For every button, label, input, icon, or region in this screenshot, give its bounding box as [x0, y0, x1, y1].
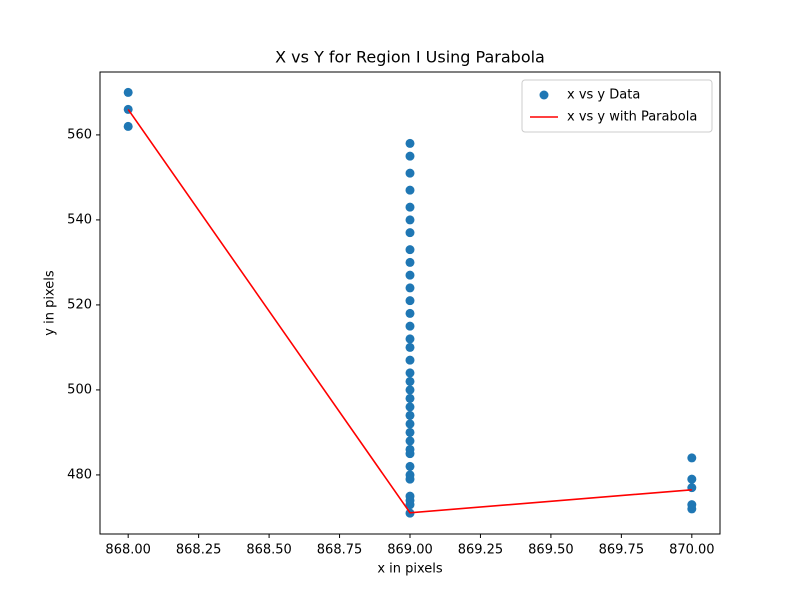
- data-point: [405, 436, 415, 446]
- x-tick-label: 868.00: [105, 543, 151, 558]
- data-point: [405, 368, 415, 378]
- data-point: [405, 215, 415, 225]
- data-point: [405, 168, 415, 178]
- data-point: [687, 474, 697, 484]
- legend-swatch: [539, 90, 549, 100]
- data-point: [405, 321, 415, 331]
- data-point: [405, 308, 415, 318]
- data-point: [405, 449, 415, 459]
- y-tick-label: 480: [67, 467, 92, 482]
- data-point: [687, 504, 697, 514]
- data-point: [405, 410, 415, 420]
- y-tick-label: 560: [67, 127, 92, 142]
- data-point: [405, 474, 415, 484]
- y-tick-label: 540: [67, 212, 92, 227]
- data-point: [123, 87, 133, 97]
- data-point: [405, 355, 415, 365]
- data-point: [405, 283, 415, 293]
- data-point: [405, 393, 415, 403]
- y-tick-label: 520: [67, 297, 92, 312]
- data-point: [405, 185, 415, 195]
- y-axis-label: y in pixels: [43, 270, 58, 336]
- x-tick-label: 868.25: [176, 543, 222, 558]
- data-point: [405, 296, 415, 306]
- data-point: [405, 376, 415, 386]
- fit-line: [127, 108, 692, 514]
- data-point: [405, 245, 415, 255]
- data-point: [405, 427, 415, 437]
- axes-frame: [99, 71, 721, 535]
- data-point: [405, 228, 415, 238]
- legend-box: [521, 79, 713, 133]
- x-axis-label: x in pixels: [377, 562, 443, 577]
- x-tick-label: 869.50: [528, 543, 574, 558]
- data-point: [405, 151, 415, 161]
- chart-title: X vs Y for Region I Using Parabola: [275, 48, 545, 67]
- data-point: [405, 461, 415, 471]
- x-tick-label: 869.25: [458, 543, 504, 558]
- data-point: [405, 402, 415, 412]
- data-point: [687, 453, 697, 463]
- x-tick-label: 868.50: [246, 543, 292, 558]
- data-point: [405, 385, 415, 395]
- data-point: [405, 342, 415, 352]
- data-point: [405, 138, 415, 148]
- x-tick-label: 868.75: [317, 543, 363, 558]
- x-tick-label: 869.75: [599, 543, 645, 558]
- data-point: [405, 500, 415, 510]
- y-tick-label: 500: [67, 382, 92, 397]
- x-tick-label: 870.00: [669, 543, 715, 558]
- data-point: [405, 419, 415, 429]
- data-point: [123, 121, 133, 131]
- data-point: [405, 257, 415, 267]
- legend-label: x vs y with Parabola: [567, 110, 697, 125]
- data-point: [405, 202, 415, 212]
- legend-label: x vs y Data: [567, 88, 640, 103]
- data-point: [405, 270, 415, 280]
- data-point: [405, 334, 415, 344]
- x-tick-label: 869.00: [387, 543, 433, 558]
